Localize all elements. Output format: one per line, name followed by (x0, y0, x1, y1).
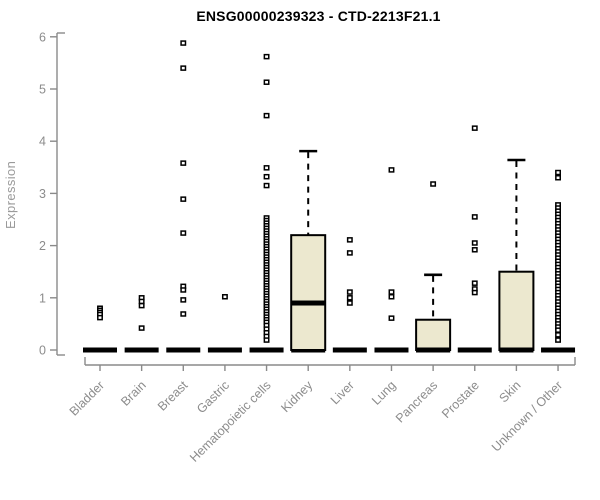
outlier-point (388, 167, 395, 173)
y-axis-label: Expression (3, 160, 18, 230)
outlier-point (346, 237, 353, 243)
outlier-point (388, 289, 395, 295)
outlier-point (555, 337, 561, 343)
baseline-bar-breast (166, 347, 201, 353)
outlier-point (471, 280, 478, 286)
median-line (499, 347, 534, 353)
outlier-point (180, 311, 187, 317)
outlier-point (471, 289, 478, 296)
box-pancreas (415, 318, 452, 351)
baseline-bar-brain (124, 347, 159, 353)
x-axis-category-label: Brain (118, 378, 149, 409)
outlier-point (263, 79, 270, 85)
box-kidney (290, 234, 327, 351)
median-line (291, 300, 326, 306)
outlier-point (180, 287, 187, 293)
median-line (416, 347, 451, 353)
x-axis-category-label: Liver (328, 378, 357, 407)
x-axis-category-label: Gastric (194, 378, 232, 416)
chart-title: ENSG00000239323 - CTD-2213F21.1 (196, 8, 441, 24)
y-axis-tick-label: 5 (39, 83, 46, 97)
outlier-point (388, 294, 395, 300)
outlier-point (180, 65, 187, 71)
outlier-point (263, 165, 270, 171)
baseline-bar-unknown-other (541, 347, 576, 353)
outlier-point (555, 327, 561, 333)
outlier-point (263, 337, 270, 343)
outlier-point (346, 295, 353, 301)
x-axis-category-label: Skin (496, 378, 523, 405)
baseline-bar-hematopoietic-cells (249, 347, 284, 353)
outlier-point (180, 40, 187, 46)
outlier-point (180, 196, 187, 202)
outlier-point (180, 297, 187, 303)
outlier-point (471, 240, 478, 246)
outlier-point (180, 230, 187, 236)
outlier-point (471, 214, 478, 220)
outlier-point (138, 302, 145, 309)
outlier-point (263, 173, 270, 180)
outlier-point (388, 315, 395, 321)
x-axis-category-label: Breast (155, 378, 191, 414)
outlier-point (346, 250, 353, 256)
x-axis-category-label: Hematopoietic cells (187, 378, 274, 465)
y-axis-tick-label: 0 (39, 344, 46, 358)
x-axis-category-label: Lung (369, 378, 399, 408)
outlier-point (430, 181, 437, 187)
baseline-bar-lung (374, 347, 409, 353)
outlier-point (263, 182, 270, 189)
outlier-point (263, 112, 270, 119)
outlier-point (471, 247, 478, 253)
x-axis-category-label: Pancreas (393, 378, 440, 425)
outlier-point (555, 169, 561, 176)
baseline-bar-bladder (83, 347, 117, 353)
outlier-point (346, 300, 353, 306)
outlier-point (346, 289, 353, 295)
outlier-point (263, 53, 270, 60)
x-axis-category-label: Kidney (278, 378, 315, 415)
box-skin (498, 270, 535, 352)
outlier-point (138, 325, 145, 331)
y-axis-tick-label: 6 (39, 30, 46, 44)
y-axis-tick-label: 2 (39, 239, 46, 253)
y-axis-tick-label: 4 (39, 135, 46, 149)
x-axis-category-label: Unknown / Other (489, 378, 565, 454)
y-axis-tick-label: 3 (39, 187, 46, 201)
x-axis-category-label: Prostate (439, 378, 482, 421)
baseline-bar-liver (332, 347, 367, 353)
baseline-bar-prostate (457, 347, 492, 353)
outlier-point (471, 125, 478, 131)
outlier-point (138, 298, 145, 305)
y-axis-tick-label: 1 (39, 291, 46, 305)
x-axis-category-label: Bladder (67, 378, 107, 418)
outlier-point (555, 332, 561, 338)
outlier-point (221, 294, 228, 300)
outlier-point (180, 160, 187, 166)
baseline-bar-gastric (207, 347, 242, 353)
outlier-point (97, 314, 103, 321)
outlier-point (555, 174, 561, 181)
